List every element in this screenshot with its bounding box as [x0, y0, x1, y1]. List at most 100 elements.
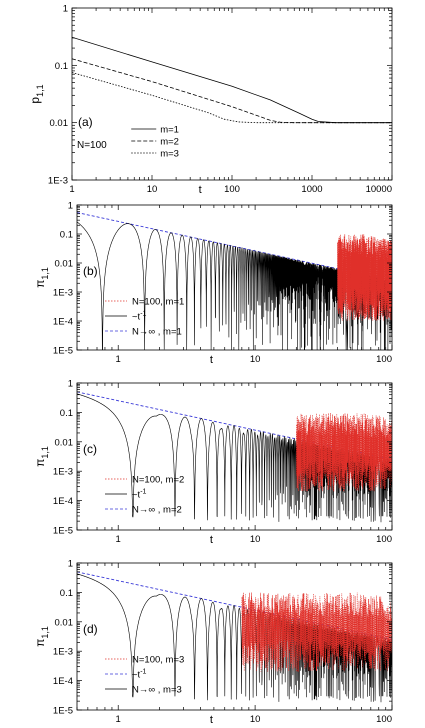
- legend-label: ~t-1: [132, 311, 147, 323]
- series-line-finite-n: [295, 412, 392, 492]
- y-axis-symbol: p: [28, 97, 42, 104]
- legend-label: m=1: [160, 125, 179, 136]
- chart-panel-3: 1 10 100 1E-5 1E-4 1E-3 0.01 0.1 1 t π1,1 (c) N=100,…: [33, 379, 393, 546]
- y-tick-label: 1: [68, 379, 73, 390]
- y-tick-label: 1E-4: [53, 317, 73, 328]
- chart-panel-1: 1 10 100 1000 10000 1E-3 0.01 0.1 1 t p1,1 (a) N=100…: [28, 4, 393, 196]
- y-tick-label: 1E-3: [53, 288, 73, 299]
- axis-frame: [76, 562, 393, 711]
- x-tick-label: 1000: [301, 184, 322, 195]
- y-axis-symbol: π: [33, 280, 47, 288]
- x-tick-label: 10: [250, 534, 261, 545]
- y-axis-subscript: 1,1: [40, 446, 50, 459]
- y-axis-label: π1,1: [33, 626, 50, 647]
- y-axis-label: π1,1: [33, 446, 50, 467]
- x-tick-label: 10000: [366, 184, 392, 195]
- x-tick-label: 100: [376, 534, 392, 545]
- y-tick-label: 1E-5: [53, 526, 73, 537]
- y-tick-label: 1E-3: [48, 176, 68, 187]
- y-axis-subscript: 1,1: [40, 267, 50, 280]
- y-tick-label: 0.01: [55, 617, 74, 628]
- legend-label: N→∞ , m=3: [132, 685, 182, 696]
- y-tick-label: 1: [68, 201, 73, 212]
- legend-label: m=3: [160, 149, 179, 160]
- series-line-m3: [72, 72, 392, 124]
- envelope-line: [77, 571, 392, 640]
- y-tick-label: 0.1: [60, 230, 73, 241]
- x-axis-label: t: [210, 714, 213, 726]
- x-tick-label: 10: [147, 184, 158, 195]
- axis-frame: [76, 204, 393, 351]
- legend-label: N=100, m=1: [132, 297, 184, 308]
- envelope-line: [77, 212, 392, 281]
- plot-area: [77, 212, 392, 350]
- y-axis-label: π1,1: [33, 267, 50, 288]
- legend-label-text: ~t: [132, 312, 141, 323]
- y-tick-label: 1: [63, 4, 68, 15]
- x-axis-label: t: [210, 534, 213, 546]
- y-tick-label: 0.1: [60, 408, 73, 419]
- series-line-m1: [72, 36, 392, 124]
- legend-label-text: N→∞ , m=3: [132, 685, 182, 696]
- series-line-finite-n: [337, 234, 392, 321]
- legend-label: ~t-1: [132, 489, 147, 501]
- legend-label: N=100, m=2: [132, 475, 184, 486]
- legend-label-text: N=100, m=2: [132, 475, 184, 486]
- y-tick-label: 0.01: [55, 259, 74, 270]
- y-tick-label: 1: [68, 559, 73, 570]
- chart-panel-2: 1 10 100 1E-5 1E-4 1E-3 0.01 0.1 1 t π1,1 (b) N=100,…: [33, 201, 393, 366]
- y-axis-symbol: π: [33, 459, 47, 467]
- panel-label: (a): [78, 115, 93, 129]
- x-tick-label: 100: [224, 184, 240, 195]
- legend-label: N=100, m=3: [132, 655, 184, 666]
- y-tick-label: 0.01: [50, 118, 69, 129]
- y-tick-label: 1E-3: [53, 467, 73, 478]
- panel-label: (c): [83, 442, 97, 456]
- x-tick-label: 100: [376, 354, 392, 365]
- axis-frame: [71, 7, 393, 181]
- series-line-infinite-n: [77, 221, 392, 350]
- y-axis-subscript: 1,1: [40, 626, 50, 639]
- legend-label-text: N→∞ , m=1: [132, 327, 182, 338]
- x-tick-label: 1: [116, 354, 121, 365]
- legend-label-text: N=100, m=1: [132, 297, 184, 308]
- legend-label: N→∞ , m=1: [132, 327, 182, 338]
- legend-label: ~t-1: [132, 669, 147, 681]
- panel-label: (d): [83, 622, 98, 636]
- series-line-m2: [72, 58, 392, 124]
- plot-area: [72, 36, 392, 124]
- envelope-line: [77, 391, 392, 460]
- legend-label-text: N→∞ , m=2: [132, 505, 182, 516]
- x-tick-label: 10: [250, 714, 261, 725]
- y-axis-symbol: π: [33, 639, 47, 647]
- series-line-finite-n: [241, 592, 392, 672]
- annotation-n: N=100: [77, 140, 107, 151]
- y-axis-label: p1,1: [28, 84, 45, 103]
- legend-label: m=2: [160, 137, 179, 148]
- x-tick-label: 1: [116, 534, 121, 545]
- y-tick-label: 1E-3: [53, 647, 73, 658]
- x-tick-label: 10: [250, 354, 261, 365]
- legend-label-text: N=100, m=3: [132, 655, 184, 666]
- x-axis-label: t: [210, 354, 213, 366]
- y-axis-subscript: 1,1: [35, 84, 45, 97]
- x-tick-label: 100: [376, 714, 392, 725]
- x-axis-label: t: [199, 184, 202, 196]
- legend-label-text: ~t: [132, 670, 141, 681]
- plot-area: [77, 391, 392, 523]
- y-tick-label: 1E-4: [53, 676, 73, 687]
- y-tick-label: 0.1: [60, 588, 73, 599]
- legend-label: N→∞ , m=2: [132, 505, 182, 516]
- axis-frame: [76, 382, 393, 531]
- series-line-infinite-n: [77, 573, 392, 703]
- x-tick-label: 1: [69, 184, 74, 195]
- y-tick-label: 0.01: [55, 437, 74, 448]
- legend-label-sup: -1: [140, 311, 146, 318]
- y-tick-label: 0.1: [55, 61, 68, 72]
- chart-panel-4: 1 10 100 1E-5 1E-4 1E-3 0.01 0.1 1 t π1,1 (d) N=100,…: [33, 559, 393, 726]
- plot-area: [77, 571, 392, 703]
- y-tick-label: 1E-5: [53, 346, 73, 357]
- legend-label-sup: -1: [140, 669, 146, 676]
- legend-label-text: ~t: [132, 490, 141, 501]
